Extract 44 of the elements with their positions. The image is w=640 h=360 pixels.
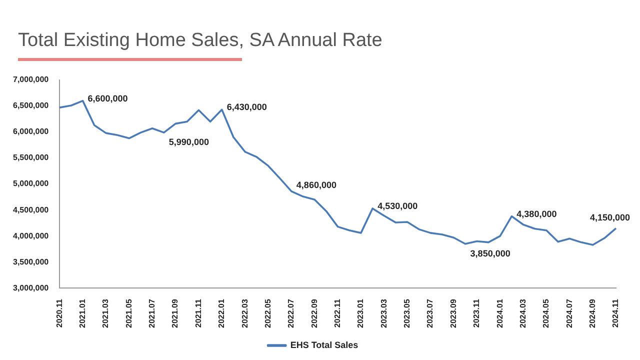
x-tick-label: 2023.03: [379, 298, 388, 328]
x-tick-label: 2022.05: [263, 298, 272, 328]
data-label: 6,430,000: [226, 102, 267, 112]
y-tick-label: 3,500,000: [12, 257, 50, 266]
x-tick-label: 2024.09: [588, 298, 598, 328]
data-label: 6,600,000: [88, 93, 128, 104]
chart-title: Total Existing Home Sales, SA Annual Rate: [18, 30, 382, 52]
x-tick-label: 2023.07: [426, 298, 435, 328]
data-label: 4,530,000: [378, 200, 418, 211]
data-label: 4,150,000: [590, 212, 630, 223]
x-tick-label: 2024.03: [518, 298, 528, 328]
x-tick-label: 2021.11: [194, 298, 203, 328]
y-tick-label: 5,500,000: [12, 153, 50, 162]
x-tick-label: 2024.01: [495, 298, 504, 328]
y-tick-label: 3,000,000: [12, 283, 50, 292]
x-tick-label: 2021.09: [170, 298, 180, 328]
x-tick-label: 2022.11: [333, 298, 342, 328]
x-tick-label: 2021.01: [78, 298, 87, 328]
y-tick-label: 4,000,000: [12, 231, 50, 240]
x-tick-label: 2022.09: [310, 298, 319, 328]
data-label: 4,860,000: [296, 180, 336, 190]
x-tick-label: 2024.07: [564, 298, 574, 328]
x-tick-label: 2022.03: [240, 298, 250, 328]
x-tick-label: 2021.05: [124, 298, 134, 328]
x-tick-label: 2022.01: [217, 298, 226, 328]
x-tick-label: 2023.05: [402, 298, 412, 328]
x-tick-label: 2021.03: [101, 298, 110, 328]
data-label: 4,380,000: [516, 208, 557, 219]
x-tick-label: 2024.05: [542, 298, 551, 328]
data-label: 5,990,000: [168, 137, 209, 148]
data-label: 3,850,000: [470, 248, 510, 258]
y-tick-label: 7,000,000: [12, 75, 50, 84]
x-tick-label: 2021.07: [148, 298, 157, 328]
x-tick-label: 2022.07: [286, 298, 296, 328]
x-tick-label: 2024.11: [611, 298, 620, 328]
legend-label: EHS Total Sales: [290, 340, 358, 350]
y-tick-label: 6,500,000: [12, 101, 50, 110]
x-tick-label: 2020.11: [54, 298, 64, 328]
y-tick-label: 5,000,000: [12, 179, 50, 188]
x-tick-label: 2023.09: [448, 298, 458, 328]
x-tick-label: 2023.01: [356, 298, 366, 328]
y-tick-label: 6,000,000: [12, 127, 50, 136]
y-tick-label: 4,500,000: [12, 205, 50, 214]
x-tick-label: 2023.11: [472, 298, 482, 328]
